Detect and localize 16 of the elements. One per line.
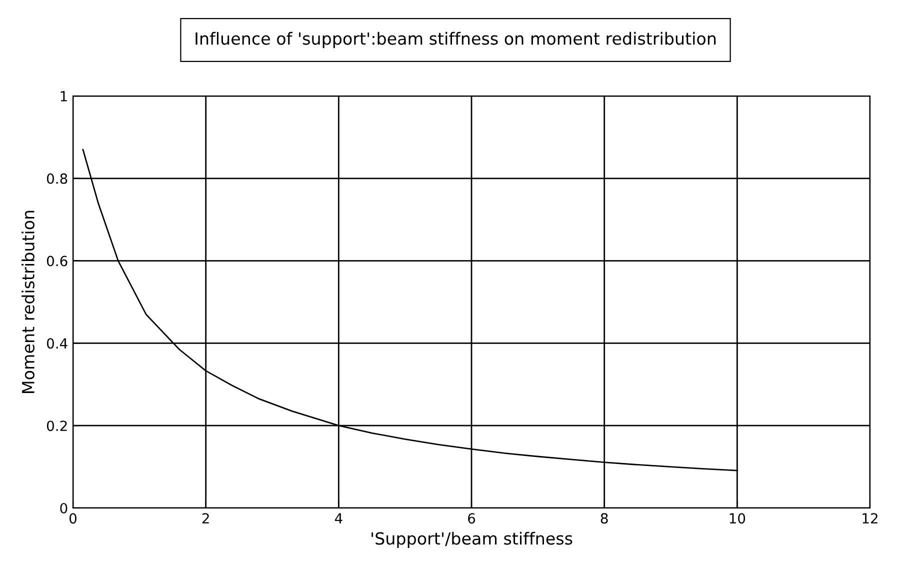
y-tick-label: 1	[60, 91, 67, 102]
y-tick-label: 0.6	[46, 256, 68, 266]
y-tick-label: 0.8	[46, 173, 68, 184]
x-tick-label: 2	[202, 513, 209, 524]
y-tick-label: 0.2	[46, 420, 67, 432]
x-tick-label: 0	[69, 513, 76, 524]
y-tick-label: 0.4	[46, 338, 68, 349]
x-tick-label: 8	[600, 513, 608, 524]
y-axis-title: Moment redistribution	[22, 210, 34, 393]
x-tick-label: 4	[334, 513, 342, 524]
x-axis-title: 'Support'/beam stiffness	[372, 532, 572, 548]
x-tick-label: 10	[730, 513, 746, 524]
x-tick-label: 6	[468, 513, 476, 524]
y-tick-label: 0	[60, 502, 68, 514]
x-tick-label: 12	[862, 513, 878, 524]
chart-title: Influence of 'support':beam stiffness on moment redistribution	[196, 32, 716, 48]
